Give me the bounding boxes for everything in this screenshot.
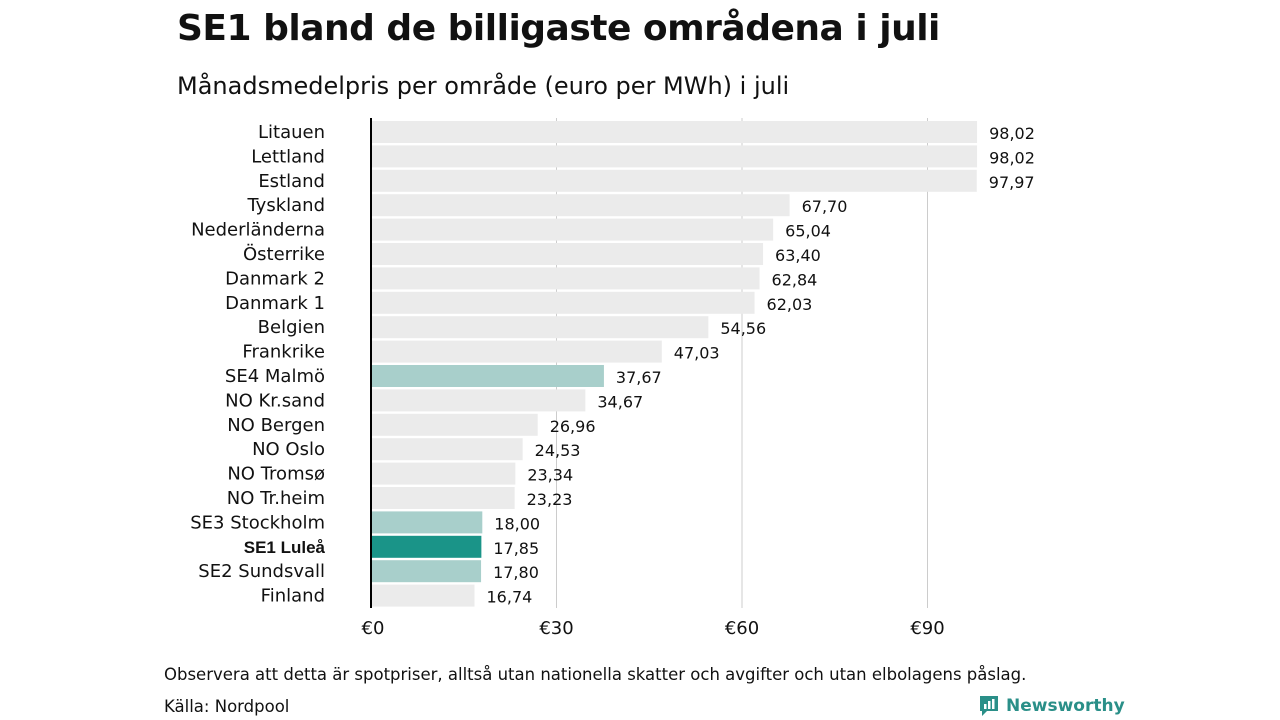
bar [371, 413, 538, 436]
bar [371, 194, 790, 217]
category-label: Nederländerna [191, 220, 325, 241]
value-label: 47,03 [674, 344, 720, 363]
brand-name: Newsworthy [1006, 696, 1125, 716]
category-label: Tyskland [246, 195, 325, 216]
category-labels: Litauen Lettland Estland Tyskland Nederlände… [190, 122, 325, 607]
bar [371, 316, 709, 339]
bar [371, 267, 760, 290]
value-label: 67,70 [802, 197, 848, 216]
bars [371, 121, 978, 607]
bar [371, 340, 662, 363]
category-label: Finland [261, 586, 325, 607]
bar [371, 487, 515, 509]
value-label: 98,02 [989, 124, 1035, 143]
value-label: 62,84 [772, 270, 818, 289]
category-label: NO Oslo [252, 439, 325, 460]
category-label: Österrike [243, 243, 325, 265]
chart-title: SE1 bland de billigaste områdena i juli [177, 8, 940, 49]
category-label: NO Kr.sand [225, 390, 325, 411]
value-labels: 98,02 98,02 97,97 67,70 65,04 63,40 62,84 62,03… [487, 124, 1035, 607]
category-label: SE3 Stockholm [190, 512, 325, 533]
value-label: 18,00 [494, 514, 540, 533]
bar [371, 438, 523, 461]
bar [371, 462, 516, 485]
source-note: Källa: Nordpool [164, 697, 290, 716]
value-label: 26,96 [550, 417, 596, 436]
value-label: 16,74 [487, 588, 533, 607]
category-label: Litauen [258, 122, 325, 143]
value-label: 97,97 [989, 173, 1035, 192]
value-label: 65,04 [785, 222, 831, 241]
value-label: 23,23 [527, 490, 573, 509]
x-tick-label: €30 [539, 618, 573, 639]
category-label: SE2 Sundsvall [198, 561, 325, 582]
x-tick-label: €0 [362, 618, 385, 639]
value-label: 24,53 [535, 441, 581, 460]
footnote: Observera att detta är spotpriser, allts… [164, 665, 1027, 684]
chart-subtitle: Månadsmedelpris per område (euro per MWh… [177, 72, 790, 100]
x-tick-label: €60 [725, 618, 759, 639]
value-label: 17,80 [493, 563, 539, 582]
category-label: Danmark 1 [225, 293, 325, 314]
bar [371, 218, 774, 241]
bar [371, 121, 978, 143]
bar [371, 169, 977, 192]
newsworthy-logo-icon [980, 696, 998, 716]
bar [371, 389, 586, 412]
brand-logo: Newsworthy [978, 694, 1125, 718]
category-label: SE1 Luleå [244, 538, 326, 557]
category-label: Lettland [251, 146, 325, 167]
x-axis-ticks: €0 €30 €60 €90 [362, 618, 945, 639]
bar [371, 560, 482, 583]
value-label: 17,85 [493, 539, 539, 558]
bar [371, 291, 755, 314]
bar [371, 145, 978, 168]
value-label: 98,02 [989, 148, 1035, 167]
category-label: Estland [258, 171, 325, 192]
value-label: 34,67 [597, 392, 643, 411]
category-label: Frankrike [242, 342, 325, 363]
bar-chart: Litauen Lettland Estland Tyskland Nederlände… [190, 118, 1035, 639]
x-tick-label: €90 [910, 618, 944, 639]
category-label: SE4 Malmö [225, 366, 325, 387]
bar [371, 243, 764, 265]
value-label: 63,40 [775, 246, 821, 265]
bar [371, 365, 604, 387]
bar [371, 511, 483, 534]
category-label: Belgien [258, 317, 325, 338]
bar [371, 535, 482, 558]
category-label: NO Tromsø [227, 464, 325, 485]
category-label: Danmark 2 [225, 268, 325, 289]
category-label: NO Bergen [227, 415, 325, 436]
value-label: 37,67 [616, 368, 662, 387]
category-label: NO Tr.heim [227, 488, 325, 509]
value-label: 54,56 [720, 319, 766, 338]
value-label: 23,34 [527, 466, 573, 485]
value-label: 62,03 [767, 295, 813, 314]
bar [371, 584, 475, 607]
